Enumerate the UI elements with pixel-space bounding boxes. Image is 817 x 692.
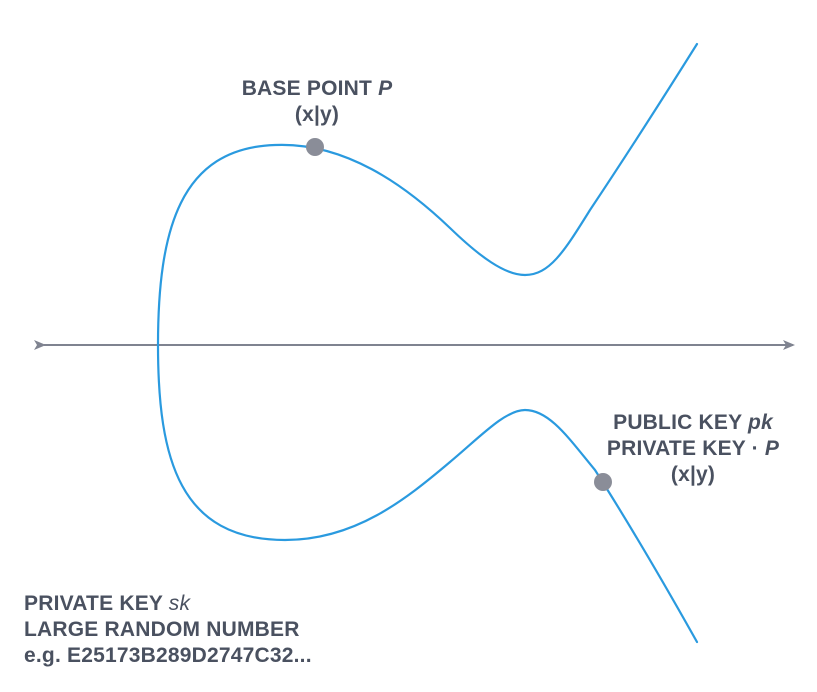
public-key-coords: (x|y) xyxy=(670,463,716,486)
public-key-label: PUBLIC KEY pk PRIVATE KEY · P (x|y) xyxy=(590,410,796,488)
base-point-label: BASE POINT P (x|y) xyxy=(232,76,402,128)
private-key-label: PRIVATE KEY sk LARGE RANDOM NUMBER e.g. … xyxy=(24,591,312,669)
private-key-title: PRIVATE KEY sk xyxy=(24,592,191,615)
base-point-marker xyxy=(306,138,324,156)
private-key-description: LARGE RANDOM NUMBER xyxy=(24,618,300,641)
base-point-title: BASE POINT P xyxy=(241,77,393,100)
curve-upper-branch xyxy=(156,42,699,347)
public-key-title: PUBLIC KEY pk xyxy=(613,411,773,434)
base-point-coords: (x|y) xyxy=(294,103,340,126)
public-key-point-marker xyxy=(594,473,612,491)
curve-lower-branch xyxy=(156,343,699,644)
private-key-example: e.g. E25173B289D2747C32... xyxy=(24,644,312,667)
public-key-formula: PRIVATE KEY · P xyxy=(606,437,780,460)
